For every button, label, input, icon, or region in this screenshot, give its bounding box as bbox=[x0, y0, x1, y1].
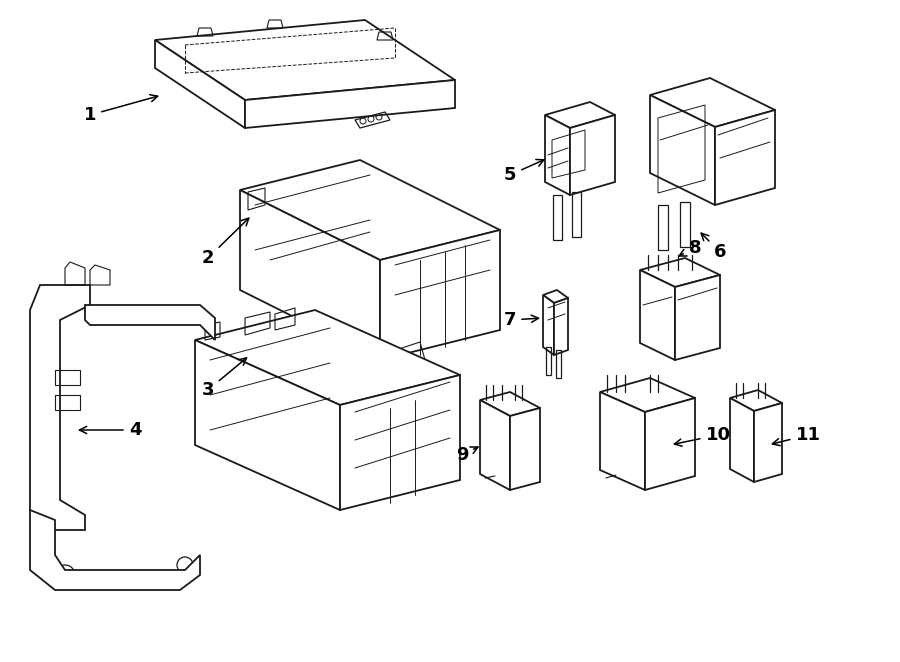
Text: 6: 6 bbox=[701, 233, 726, 261]
Polygon shape bbox=[570, 115, 615, 195]
Polygon shape bbox=[240, 190, 380, 360]
Polygon shape bbox=[245, 80, 455, 128]
Polygon shape bbox=[510, 408, 540, 490]
Polygon shape bbox=[545, 102, 615, 128]
Polygon shape bbox=[480, 392, 540, 416]
Text: 1: 1 bbox=[84, 95, 158, 124]
Text: 11: 11 bbox=[772, 426, 821, 446]
Polygon shape bbox=[380, 230, 500, 360]
Text: 10: 10 bbox=[674, 426, 731, 446]
Polygon shape bbox=[645, 398, 695, 490]
Polygon shape bbox=[640, 258, 720, 287]
Polygon shape bbox=[195, 310, 460, 405]
Text: 8: 8 bbox=[679, 239, 701, 257]
Polygon shape bbox=[480, 400, 510, 490]
Polygon shape bbox=[600, 392, 645, 490]
Polygon shape bbox=[730, 390, 782, 411]
Polygon shape bbox=[545, 115, 570, 195]
Polygon shape bbox=[240, 160, 500, 260]
Polygon shape bbox=[640, 270, 675, 360]
Polygon shape bbox=[340, 375, 460, 510]
Polygon shape bbox=[543, 290, 568, 303]
Polygon shape bbox=[155, 40, 245, 128]
Text: 3: 3 bbox=[202, 358, 247, 399]
Polygon shape bbox=[30, 510, 200, 590]
Polygon shape bbox=[30, 285, 90, 530]
Text: 4: 4 bbox=[79, 421, 141, 439]
Text: 2: 2 bbox=[202, 218, 248, 267]
Polygon shape bbox=[650, 95, 715, 205]
Text: 7: 7 bbox=[504, 311, 538, 329]
Polygon shape bbox=[554, 298, 568, 355]
Text: 5: 5 bbox=[504, 160, 544, 184]
Polygon shape bbox=[715, 110, 775, 205]
Polygon shape bbox=[195, 340, 340, 510]
Polygon shape bbox=[675, 275, 720, 360]
Polygon shape bbox=[543, 295, 554, 355]
Polygon shape bbox=[650, 78, 775, 127]
Polygon shape bbox=[600, 378, 695, 412]
Polygon shape bbox=[85, 305, 215, 340]
Text: 9: 9 bbox=[455, 446, 478, 464]
Polygon shape bbox=[155, 20, 455, 100]
Polygon shape bbox=[730, 398, 754, 482]
Polygon shape bbox=[754, 403, 782, 482]
